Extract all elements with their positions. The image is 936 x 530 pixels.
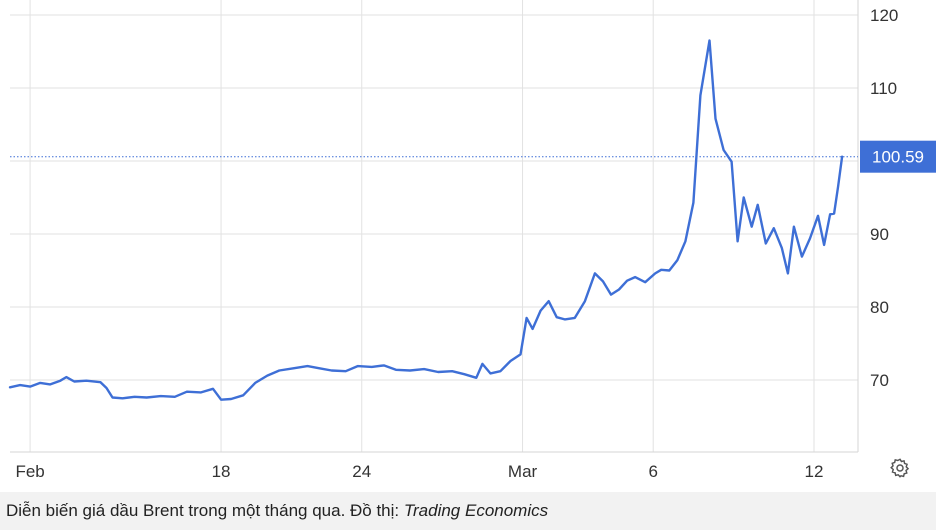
x-tick-labels: Feb 18 24 Mar 6 12 [15, 462, 823, 481]
caption-text: Diễn biến giá dầu Brent trong một tháng … [6, 501, 404, 520]
last-price-tag-bg [860, 140, 936, 173]
price-series-line [8, 39, 844, 401]
y-tick-label: 90 [870, 225, 889, 244]
figure-caption: Diễn biến giá dầu Brent trong một tháng … [0, 492, 936, 530]
y-tick-labels: 708090100110120 [870, 6, 898, 390]
y-tick-label: 110 [870, 79, 897, 98]
settings-button[interactable] [888, 456, 912, 480]
series-layer [8, 39, 844, 401]
y-tick-label: 70 [870, 371, 889, 390]
x-tick-label: Feb [15, 462, 44, 481]
y-tick-label: 120 [870, 6, 898, 25]
x-tick-label: 18 [212, 462, 231, 481]
caption-source: Trading Economics [403, 501, 549, 520]
y-tick-label: 80 [870, 298, 889, 317]
last-price-label: 100.59 [872, 148, 924, 167]
x-tick-label: 24 [352, 462, 371, 481]
x-tick-label: 12 [805, 462, 824, 481]
x-tick-label: 6 [648, 462, 657, 481]
gear-icon [890, 458, 910, 478]
grid-layer [10, 0, 859, 453]
last-price-tag: 100.59 [860, 140, 936, 173]
x-tick-label: Mar [508, 462, 538, 481]
